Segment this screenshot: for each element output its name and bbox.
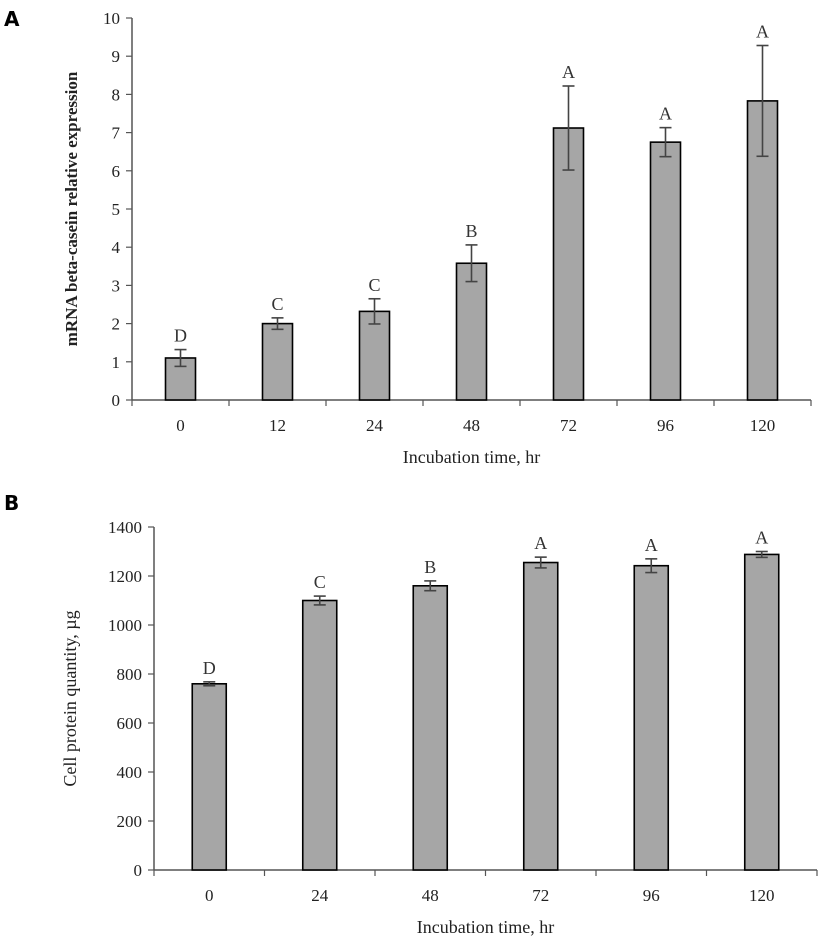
panel-b-letter: B	[4, 491, 19, 515]
y-tick-label: 1200	[108, 567, 142, 586]
y-tick-label: 400	[117, 763, 143, 782]
x-tick-label: 120	[749, 886, 775, 905]
y-tick-label: 200	[117, 812, 143, 831]
bar	[301, 599, 338, 871]
x-tick-label: 96	[643, 886, 660, 905]
y-tick-label: 8	[112, 85, 121, 104]
significance-label: B	[424, 557, 436, 577]
x-tick-label: 0	[176, 416, 185, 435]
y-tick-label: 6	[112, 162, 121, 181]
panel-a-x-ticks: 0 12 24 48 72 96 120	[131, 400, 812, 435]
error-bar	[368, 297, 381, 325]
bar	[191, 682, 228, 871]
y-tick-label: 600	[117, 714, 143, 733]
bar	[649, 141, 682, 401]
x-tick-label: 48	[463, 416, 480, 435]
error-bar	[756, 44, 769, 158]
panel-b-bars: D C B A A A	[191, 528, 780, 871]
y-tick-label: 0	[112, 391, 121, 410]
panel-a-x-axis-title: Incubation time, hr	[403, 447, 540, 467]
panel-a-y-axis-title: mRNA beta-casein relative expression	[62, 71, 81, 346]
bar	[743, 553, 780, 871]
y-tick-label: 1000	[108, 616, 142, 635]
significance-label: D	[203, 658, 216, 678]
error-bar	[174, 348, 187, 368]
x-tick-label: 72	[532, 886, 549, 905]
significance-label: A	[756, 22, 769, 42]
error-bar	[424, 580, 437, 592]
error-bar	[313, 595, 326, 606]
significance-label: A	[562, 62, 575, 82]
x-tick-label: 12	[269, 416, 286, 435]
panel-a-y-ticks: 0 1 2 3 4 5 6 7 8 9 10	[103, 9, 132, 410]
x-tick-label: 72	[560, 416, 577, 435]
significance-label: C	[314, 572, 326, 592]
significance-label: A	[534, 533, 547, 553]
error-bar	[271, 317, 284, 331]
panel-a-bars: D C C B A A A	[164, 22, 779, 401]
y-tick-label: 10	[103, 9, 120, 28]
significance-label: C	[271, 294, 283, 314]
panel-b-x-ticks: 0 24 48 72 96 120	[153, 870, 818, 905]
y-tick-label: 4	[112, 238, 121, 257]
significance-label: A	[645, 535, 658, 555]
x-tick-label: 24	[366, 416, 384, 435]
y-tick-label: 2	[112, 315, 121, 334]
bar	[522, 561, 559, 871]
panel-b-y-axis-title: Cell protein quantity, µg	[60, 610, 80, 786]
x-tick-label: 0	[205, 886, 214, 905]
bar	[261, 322, 294, 401]
y-tick-label: 800	[117, 665, 143, 684]
x-tick-label: 96	[657, 416, 674, 435]
bar	[455, 262, 488, 401]
y-tick-label: 1	[112, 353, 121, 372]
y-tick-label: 3	[112, 276, 121, 295]
x-tick-label: 48	[422, 886, 439, 905]
y-tick-label: 1400	[108, 518, 142, 537]
bar	[552, 127, 585, 401]
x-tick-label: 120	[750, 416, 776, 435]
bar	[164, 357, 197, 401]
significance-label: B	[465, 221, 477, 241]
error-bar	[203, 681, 216, 687]
significance-label: D	[174, 326, 187, 346]
error-bar	[645, 558, 658, 574]
error-bar	[465, 244, 478, 283]
significance-label: A	[659, 104, 672, 124]
significance-label: C	[368, 275, 380, 295]
error-bar	[534, 556, 547, 569]
bar	[412, 584, 449, 871]
y-tick-label: 5	[112, 200, 121, 219]
error-bar	[562, 85, 575, 171]
panel-b-chart: B 0 200 400 600 800 1000 1200 1400 D C B A A A 0 24 48…	[4, 491, 818, 937]
error-bar	[755, 550, 768, 559]
error-bar	[659, 126, 672, 158]
y-tick-label: 9	[112, 47, 121, 66]
significance-label: A	[755, 528, 768, 548]
panel-a-letter: A	[4, 7, 20, 31]
y-tick-label: 7	[112, 124, 121, 143]
panel-b-y-ticks: 0 200 400 600 800 1000 1200 1400	[108, 518, 154, 880]
x-tick-label: 24	[311, 886, 329, 905]
bar	[633, 564, 670, 871]
panel-b-x-axis-title: Incubation time, hr	[417, 917, 554, 937]
y-tick-label: 0	[134, 861, 143, 880]
bar	[358, 310, 391, 401]
